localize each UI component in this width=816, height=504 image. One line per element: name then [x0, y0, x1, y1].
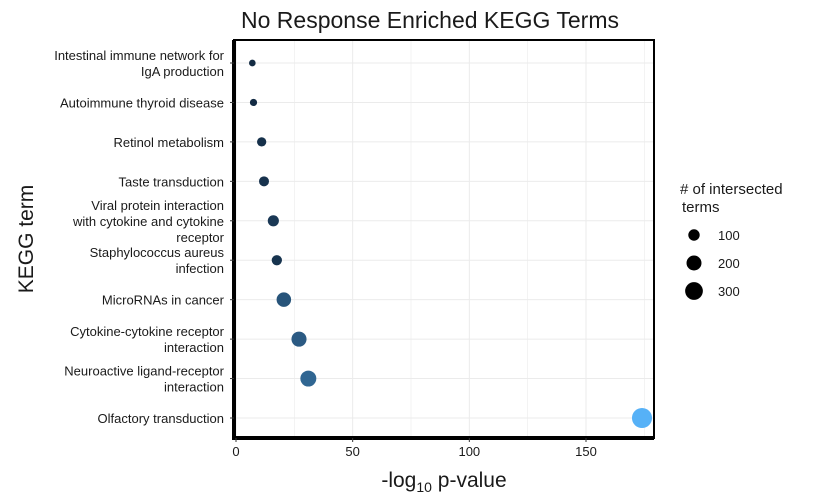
- legend: # of intersected terms 100 200 300: [680, 181, 783, 300]
- x-axis-label-main: -log: [381, 469, 416, 492]
- legend-key: [686, 255, 702, 271]
- x-axis-label-tail: p-value: [432, 469, 507, 492]
- y-tick-label: Autoimmune thyroid disease: [60, 95, 224, 110]
- legend-label: 100: [718, 228, 740, 243]
- data-point: [276, 292, 292, 307]
- y-tick-label-line: Autoimmune thyroid disease: [60, 95, 224, 110]
- y-tick-label: Neuroactive ligand-receptor interaction: [64, 364, 224, 395]
- y-tick-label-line: receptor: [176, 230, 224, 245]
- y-tick-label-line: interaction: [164, 340, 224, 355]
- legend-key: [685, 282, 703, 300]
- x-tick-label: 100: [458, 444, 480, 459]
- chart-title: No Response Enriched KEGG Terms: [241, 7, 619, 33]
- y-tick-label: MicroRNAs in cancer: [102, 293, 225, 308]
- y-tick-label: Intestinal immune network for IgA product…: [54, 48, 224, 79]
- data-point: [267, 215, 279, 227]
- x-tick-label: 50: [345, 444, 359, 459]
- data-point: [259, 176, 269, 187]
- data-point: [291, 331, 307, 347]
- legend-key: [688, 229, 700, 241]
- x-axis-label: -log10 p-value: [381, 469, 506, 495]
- y-tick-label-line: Staphylococcus aureus: [90, 245, 225, 260]
- data-point: [249, 59, 256, 67]
- y-tick-label-line: Neuroactive ligand-receptor: [64, 364, 224, 379]
- y-tick-label-line: MicroRNAs in cancer: [102, 293, 225, 308]
- legend-label: 300: [718, 284, 740, 299]
- y-tick-label: Staphylococcus aureus infection: [90, 245, 225, 276]
- y-axis-label: KEGG term: [15, 185, 38, 294]
- y-tick-label-line: Taste transduction: [118, 174, 224, 189]
- grid: [234, 40, 654, 438]
- y-tick-label: Olfactory transduction: [98, 411, 224, 426]
- y-tick-label: Viral protein interaction with cytokine a…: [72, 198, 225, 245]
- data-point: [300, 370, 317, 387]
- data-point: [249, 98, 258, 107]
- y-tick-label: Retinol metabolism: [113, 135, 224, 150]
- legend-title-line-1: # of intersected: [680, 181, 783, 198]
- y-tick-label-line: Viral protein interaction: [91, 198, 224, 213]
- y-tick-label: Cytokine-cytokine receptor interaction: [70, 324, 225, 355]
- x-tick-label: 150: [575, 444, 597, 459]
- legend-label: 200: [718, 256, 740, 271]
- data-point: [271, 255, 282, 266]
- y-tick-label-line: infection: [176, 261, 224, 276]
- y-tick-label-line: Intestinal immune network for: [54, 48, 224, 63]
- y-tick-label-line: IgA production: [141, 64, 224, 79]
- data-point: [631, 407, 653, 429]
- y-tick-label-line: Cytokine-cytokine receptor: [70, 324, 225, 339]
- y-tick-label-line: interaction: [164, 380, 224, 395]
- legend-title: # of intersected terms: [680, 181, 783, 216]
- x-axis-label-subscript: 10: [416, 479, 432, 495]
- y-tick-label-line: Olfactory transduction: [98, 411, 224, 426]
- y-tick-label-line: Retinol metabolism: [113, 135, 224, 150]
- legend-title-line-2: terms: [682, 199, 720, 216]
- data-point: [257, 137, 267, 147]
- x-tick-label: 0: [232, 444, 239, 459]
- y-tick-label-line: with cytokine and cytokine: [72, 214, 224, 229]
- y-tick-label: Taste transduction: [118, 174, 224, 189]
